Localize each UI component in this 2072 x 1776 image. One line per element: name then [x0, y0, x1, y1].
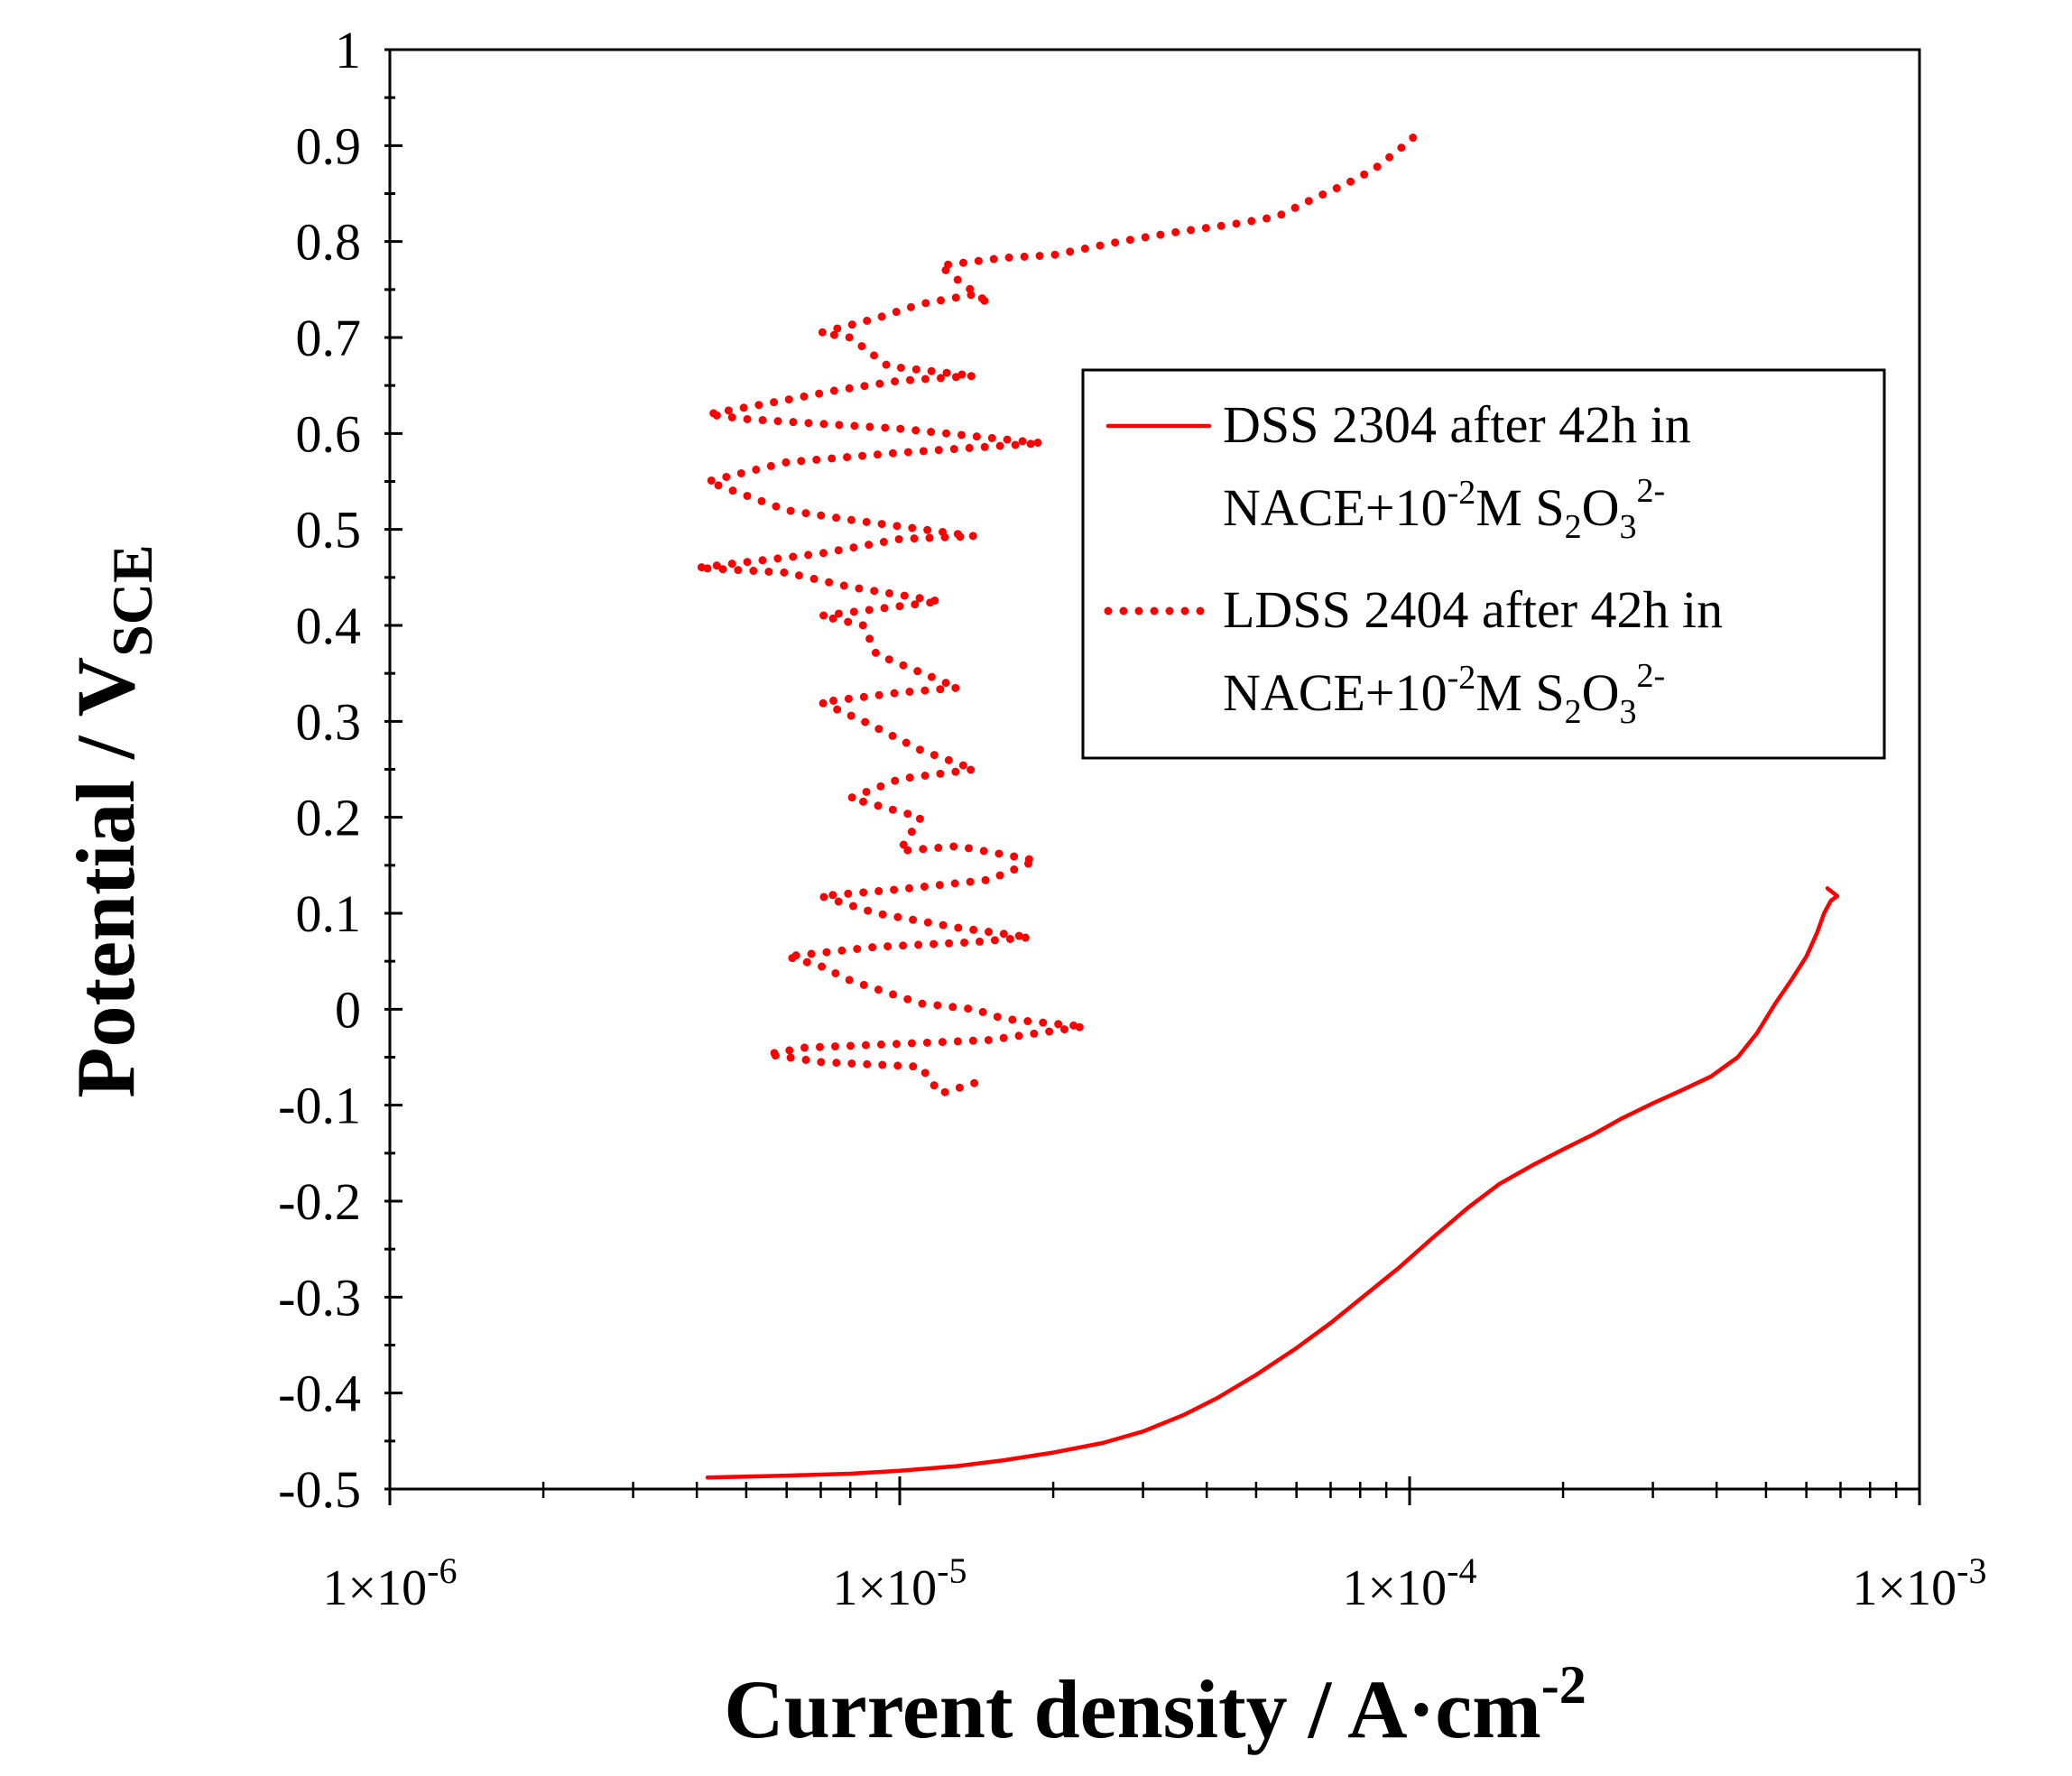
y-tick-label: 0.6: [296, 404, 362, 463]
plot-area-border: [388, 48, 1921, 1491]
y-tick-label: -0.2: [278, 1172, 361, 1231]
y-tick-label: 1: [335, 21, 361, 79]
x-axis-ticks: 1×10-6 1×10-5 1×10-4 1×10-3: [323, 1476, 1987, 1616]
y-axis-title: Potential / VSCE: [60, 544, 164, 1097]
y-tick-label: 0: [335, 980, 361, 1039]
y-tick-label: -0.5: [278, 1460, 361, 1519]
x-tick-label: 1×10-6: [323, 1550, 458, 1616]
y-tick-label: 0.5: [296, 501, 362, 560]
y-tick-label: 0.3: [296, 692, 362, 751]
legend-label-line1: DSS 2304 after 42h in: [1223, 395, 1691, 454]
data-series: [692, 126, 1840, 1480]
y-axis-title-subscript: SCE: [100, 544, 164, 657]
y-tick-label: 0.2: [296, 789, 362, 847]
y-tick-label: 0.4: [296, 597, 362, 655]
y-tick-label: 0.9: [296, 116, 362, 175]
plot-frame: [388, 48, 1921, 1491]
y-tick-label: -0.1: [278, 1077, 361, 1135]
y-tick-label: 0.8: [296, 213, 362, 272]
y-tick-label: 0.7: [296, 309, 362, 367]
series-dss-2304-line: [705, 886, 1840, 1480]
x-tick-label: 1×10-3: [1853, 1550, 1987, 1616]
y-axis-ticks: 1 0.9 0.8 0.7 0.6 0.5 0.4 0.3 0.2 0.1 0 -0.1 -0.2 -0.…: [278, 21, 402, 1519]
x-axis-title-main: Current density / A·cm: [724, 1663, 1541, 1755]
legend-label-line2: NACE+10-2M S2O32-: [1223, 657, 1665, 731]
y-tick-label: -0.4: [278, 1364, 361, 1423]
x-tick-label: 1×10-5: [833, 1550, 967, 1616]
legend-label-line1: LDSS 2404 after 42h in: [1223, 580, 1723, 639]
x-tick-label: 1×10-4: [1343, 1550, 1477, 1616]
legend-box: [1081, 368, 1886, 760]
series-ldss-2404-line: [692, 126, 1425, 1098]
y-axis-title-main: Potential / V: [60, 657, 152, 1098]
y-tick-label: 0.1: [296, 884, 362, 943]
legend: DSS 2304 after 42h in NACE+10-2M S2O32- LD…: [1081, 368, 1886, 760]
legend-label-line2: NACE+10-2M S2O32-: [1223, 472, 1665, 546]
y-tick-label: -0.3: [278, 1268, 361, 1327]
x-axis-title-superscript: -2: [1541, 1655, 1586, 1715]
x-axis-title: Current density / A·cm-2: [724, 1655, 1586, 1755]
